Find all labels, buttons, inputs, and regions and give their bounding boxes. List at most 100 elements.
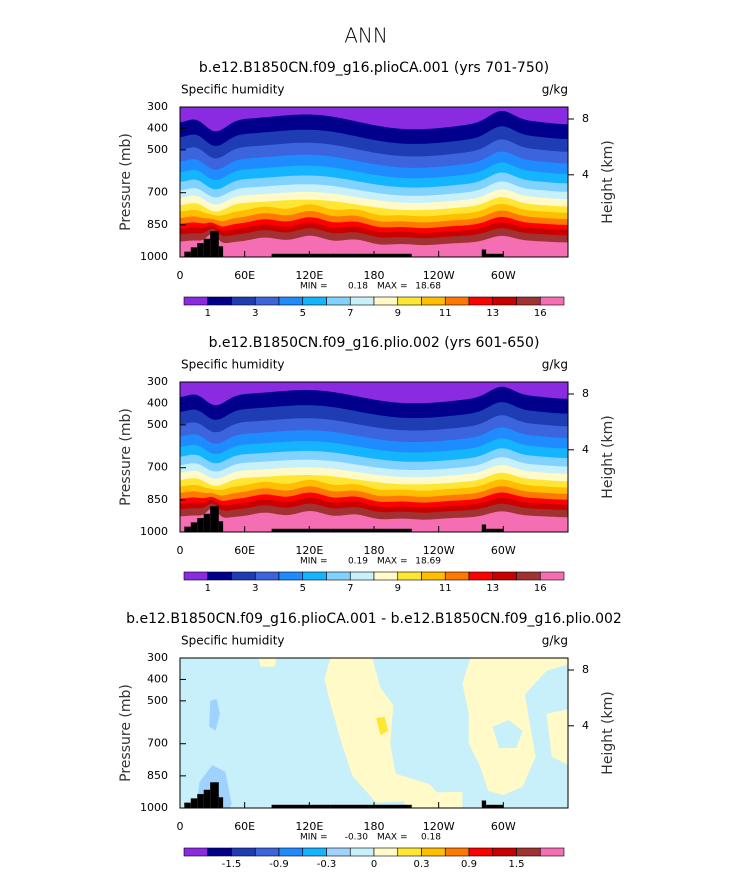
- max-value: 0.18: [421, 833, 441, 843]
- colorbar-box: [183, 847, 209, 857]
- y-axis-label: Pressure (mb): [118, 408, 134, 506]
- y-axis-label: Pressure (mb): [118, 133, 134, 231]
- x-tick-label: 0: [177, 544, 184, 557]
- topography: [184, 251, 191, 257]
- colorbar-box: [444, 296, 470, 306]
- max-value: 18.68: [415, 282, 441, 292]
- colorbar-box: [539, 847, 565, 857]
- colorbar-label: 0: [371, 859, 377, 870]
- topography: [190, 798, 198, 808]
- colorbar-label: 0.9: [461, 859, 477, 870]
- y2-axis-label: Height (km): [600, 691, 616, 774]
- topography: [486, 528, 504, 532]
- colorbar-label: 7: [347, 308, 353, 319]
- y-tick-label: 1000: [140, 801, 168, 814]
- colorbar-label: 3: [252, 583, 258, 594]
- x-tick-label: 60E: [234, 820, 255, 833]
- x-tick-label: 60E: [234, 544, 255, 557]
- colorbar-box: [516, 571, 541, 581]
- colorbar-box: [207, 571, 232, 581]
- panel: b.e12.B1850CN.f09_g16.plio.002 (yrs 601-…: [118, 335, 616, 594]
- contour-fill: [180, 508, 568, 532]
- topography: [330, 253, 412, 257]
- colorbar-label: 1.5: [509, 859, 525, 870]
- units-label: g/kg: [542, 83, 568, 97]
- x-tick-label: 60W: [491, 820, 516, 833]
- topography: [218, 797, 224, 808]
- topography: [271, 253, 331, 257]
- y-tick-label: 300: [147, 375, 168, 388]
- topography: [210, 506, 219, 532]
- colorbar-box: [254, 847, 280, 857]
- topography: [210, 782, 219, 808]
- y2-axis-label: Height (km): [600, 140, 616, 223]
- contour-fill: [180, 234, 568, 257]
- colorbar-box: [539, 571, 565, 581]
- contour-fill: [546, 709, 568, 766]
- max-text: MAX =: [377, 282, 408, 292]
- colorbar-box: [468, 847, 494, 857]
- colorbar-label: 13: [486, 308, 499, 319]
- colorbar-label: 11: [439, 308, 452, 319]
- colorbar-box: [421, 296, 446, 306]
- contour-fill: [404, 791, 463, 808]
- panel-title: b.e12.B1850CN.f09_g16.plio.002 (yrs 601-…: [209, 335, 540, 351]
- min-value: -0.30: [345, 833, 369, 843]
- colorbar-box: [373, 571, 399, 581]
- colorbar-box: [326, 847, 351, 857]
- colorbar-label: 9: [395, 308, 401, 319]
- colorbar-box: [207, 847, 232, 857]
- colorbar-box: [397, 847, 422, 857]
- topography: [218, 521, 224, 532]
- colorbar-box: [444, 847, 470, 857]
- min-text: MIN =: [300, 833, 328, 843]
- y2-tick-label: 8: [582, 387, 589, 400]
- min-text: MIN =: [300, 282, 328, 292]
- topography: [197, 518, 204, 532]
- y2-axis-label: Height (km): [600, 415, 616, 498]
- colorbar-box: [207, 296, 232, 306]
- y-tick-label: 850: [147, 769, 168, 782]
- panel-title: b.e12.B1850CN.f09_g16.plioCA.001 (yrs 70…: [199, 60, 549, 76]
- colorbar-label: 0.3: [414, 859, 430, 870]
- y-tick-label: 400: [147, 121, 168, 134]
- field-label: Specific humidity: [181, 634, 285, 648]
- min-text: MIN =: [300, 557, 328, 567]
- x-tick-label: 180: [364, 820, 385, 833]
- topography: [203, 238, 211, 257]
- y-tick-label: 1000: [140, 525, 168, 538]
- colorbar-label: -0.3: [317, 859, 337, 870]
- x-tick-label: 60W: [491, 269, 516, 282]
- colorbar-box: [349, 571, 375, 581]
- colorbar-box: [421, 847, 446, 857]
- topography: [218, 246, 224, 257]
- x-tick-label: 120E: [295, 544, 323, 557]
- topography: [203, 513, 211, 532]
- y-tick-label: 700: [147, 186, 168, 199]
- min-value: 0.19: [348, 557, 368, 567]
- colorbar-box: [231, 296, 256, 306]
- topography: [486, 253, 504, 257]
- colorbar-label: 16: [534, 583, 547, 594]
- topography: [197, 243, 204, 257]
- topography: [330, 804, 412, 808]
- topography: [271, 528, 331, 532]
- x-tick-label: 120E: [295, 269, 323, 282]
- topography: [481, 800, 487, 808]
- x-tick-label: 120W: [423, 269, 455, 282]
- max-text: MAX =: [377, 833, 408, 843]
- plot-area: [180, 107, 568, 257]
- topography: [481, 524, 487, 532]
- colorbar-box: [516, 296, 541, 306]
- colorbar-box: [302, 296, 327, 306]
- y-tick-label: 300: [147, 100, 168, 113]
- colorbar-box: [326, 571, 351, 581]
- colorbar-box: [254, 571, 280, 581]
- x-tick-label: 0: [177, 269, 184, 282]
- y-tick-label: 1000: [140, 250, 168, 263]
- topography: [184, 526, 191, 532]
- y-tick-label: 500: [147, 694, 168, 707]
- panel-title: b.e12.B1850CN.f09_g16.plioCA.001 - b.e12…: [126, 611, 622, 627]
